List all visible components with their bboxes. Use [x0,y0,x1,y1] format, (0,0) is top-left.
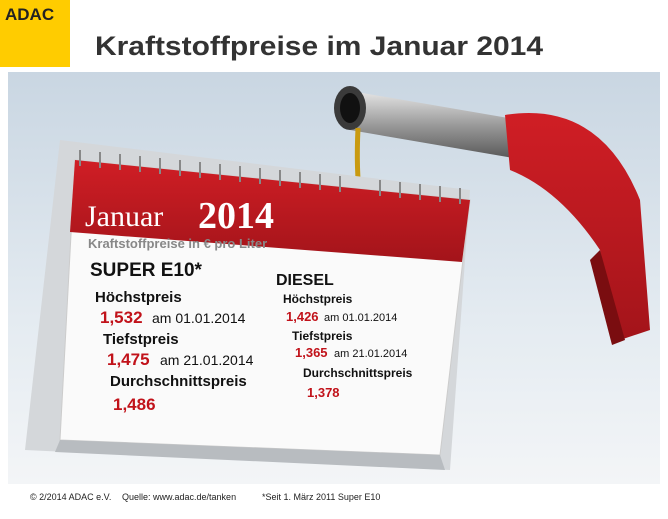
price: 1,475 [107,350,150,369]
fuel-name: DIESEL [276,272,334,289]
label: Tiefstpreis [103,331,179,348]
price: 1,365 [295,345,328,360]
label: Durchschnittspreis [110,373,247,390]
price: 1,426 [286,309,319,324]
logo: ADAC [5,5,54,24]
date: am 21.01.2014 [334,348,407,360]
price: 1,532 [100,308,143,327]
title: Kraftstoffpreise im Januar 2014 [95,31,543,61]
month: Januar [85,200,163,233]
source: Quelle: www.adac.de/tanken [122,492,236,502]
year: 2014 [198,195,274,237]
copyright: © 2/2014 ADAC e.V. [30,492,111,502]
logo-box [0,0,70,67]
label: Tiefstpreis [292,329,353,343]
date: am 21.01.2014 [160,352,254,368]
label: Höchstpreis [283,292,353,306]
date: am 01.01.2014 [152,310,246,326]
header-bg [0,0,668,72]
price: 1,486 [113,395,156,414]
calendar [25,140,471,470]
footnote: *Seit 1. März 2011 Super E10 [262,492,380,502]
subtitle: Kraftstoffpreise in € pro Liter [88,236,267,251]
fuel-name: SUPER E10* [90,260,203,281]
label: Durchschnittspreis [303,366,413,380]
date: am 01.01.2014 [324,312,397,324]
price: 1,378 [307,385,340,400]
label: Höchstpreis [95,289,182,306]
fuel-nozzle [334,86,650,345]
